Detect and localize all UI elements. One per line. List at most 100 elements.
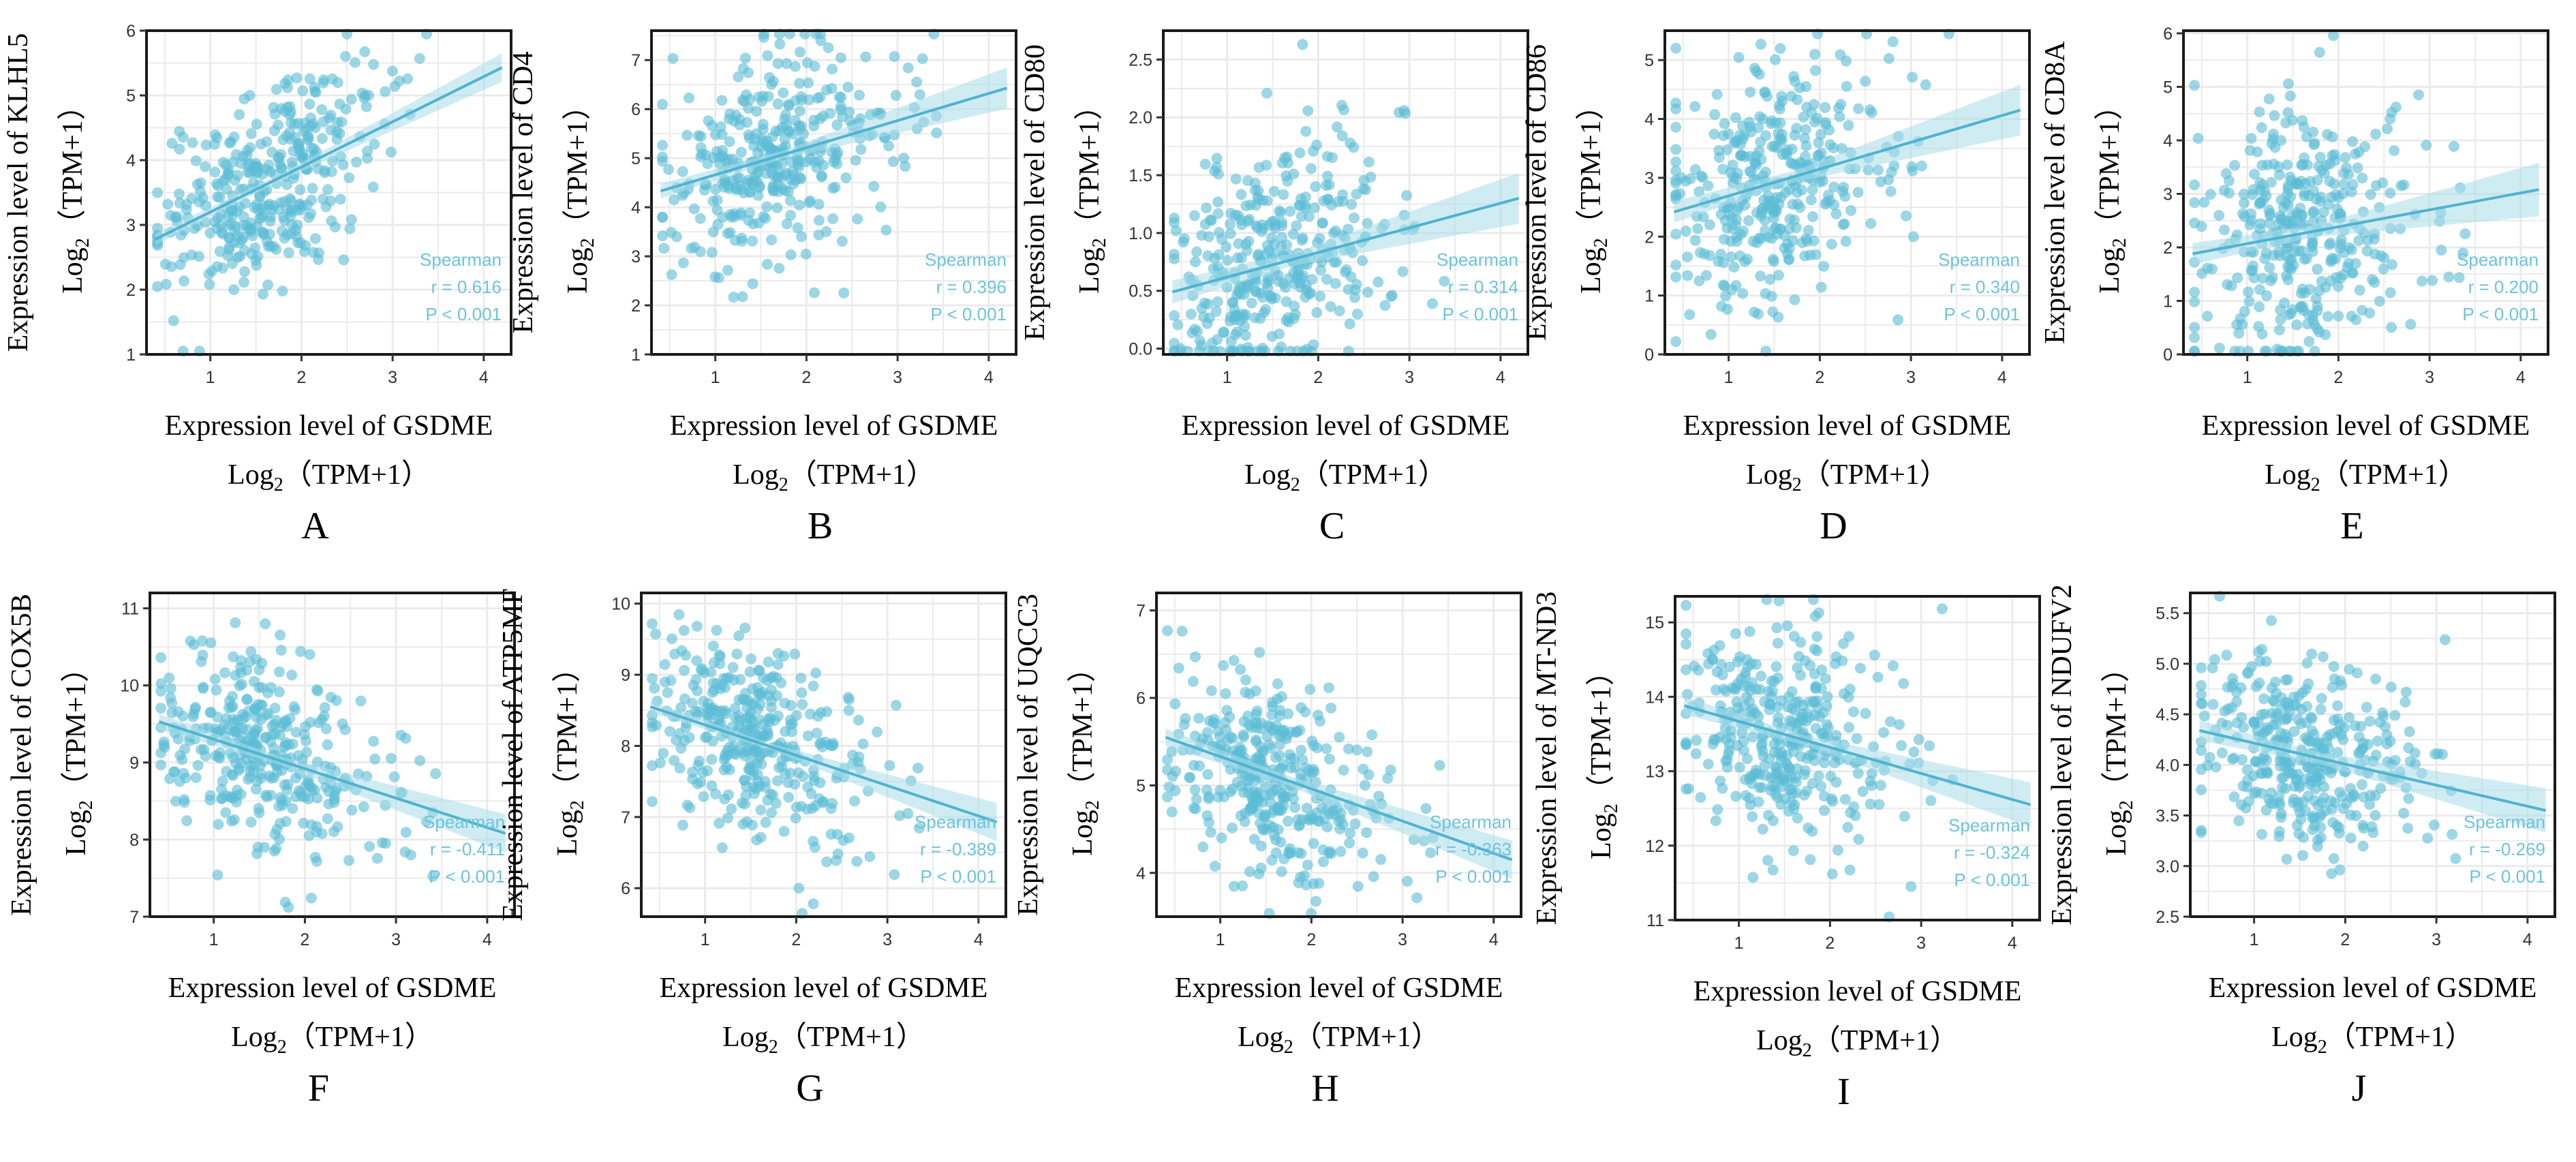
data-point xyxy=(1283,816,1294,827)
data-point xyxy=(1255,817,1266,829)
data-point xyxy=(1840,236,1852,247)
data-point xyxy=(1896,740,1907,751)
data-point xyxy=(752,703,763,715)
data-point xyxy=(1229,209,1241,221)
data-point xyxy=(2370,790,2381,801)
data-point xyxy=(323,112,335,124)
data-point xyxy=(1272,802,1284,814)
data-point xyxy=(2304,284,2316,295)
data-point xyxy=(2245,133,2257,144)
data-point xyxy=(726,211,737,223)
data-point xyxy=(331,694,342,706)
data-point xyxy=(1907,165,1918,177)
data-point xyxy=(1194,335,1206,347)
data-point xyxy=(1296,273,1308,284)
data-point xyxy=(1275,836,1287,848)
data-point xyxy=(1711,89,1723,100)
data-point xyxy=(2254,198,2265,210)
x-tick-label: 4 xyxy=(1496,368,1505,387)
data-point xyxy=(1670,228,1682,240)
regression-line xyxy=(2198,729,2547,812)
data-point xyxy=(1843,630,1855,642)
data-point xyxy=(371,853,383,864)
data-point xyxy=(2243,795,2254,807)
data-point xyxy=(1725,236,1736,247)
data-point xyxy=(2312,263,2323,275)
data-point xyxy=(2286,219,2297,230)
data-point xyxy=(735,207,747,219)
data-point xyxy=(1747,731,1758,743)
data-point xyxy=(793,767,804,778)
data-point xyxy=(2253,646,2264,658)
data-point xyxy=(2243,296,2255,307)
data-point xyxy=(251,260,262,271)
axis-ticks: 1 2 3 40.00.51.01.52.02.5 xyxy=(1129,50,1505,387)
data-point xyxy=(1338,104,1349,116)
x-axis-title: Expression level of GSDME xyxy=(2209,973,2537,1004)
data-point xyxy=(1203,312,1215,324)
data-point xyxy=(1250,276,1261,288)
data-point xyxy=(1830,776,1842,788)
data-point xyxy=(1759,760,1770,771)
x-tick-label: 3 xyxy=(1906,368,1916,387)
data-point xyxy=(746,653,757,664)
data-point xyxy=(1196,230,1208,241)
data-point xyxy=(1289,753,1300,764)
data-point xyxy=(747,819,758,831)
data-point xyxy=(1411,892,1423,904)
x-axis-unit: Log2（TPM+1） xyxy=(722,1022,925,1058)
y-axis-unit: Log2（TPM+1） xyxy=(2094,91,2130,294)
data-point xyxy=(1924,740,1935,752)
data-point xyxy=(2282,159,2293,170)
panel-d: 1 2 3 4 0 1 2 3 4 5 Spearman r = 0.340 P < 0.001 Expr… xyxy=(1521,0,2061,579)
data-point xyxy=(1766,290,1777,302)
y-tick-label: 3 xyxy=(2163,185,2173,204)
data-point xyxy=(2328,853,2340,864)
data-point xyxy=(760,213,771,224)
y-tick-label: 3.5 xyxy=(2156,807,2179,826)
data-point xyxy=(716,705,727,717)
data-point xyxy=(1323,682,1334,694)
data-point xyxy=(762,795,773,806)
data-point xyxy=(1348,142,1360,153)
data-point xyxy=(2302,791,2314,802)
data-point xyxy=(1178,236,1189,248)
data-point xyxy=(1872,164,1884,176)
data-point xyxy=(329,221,341,233)
data-point xyxy=(1775,117,1786,129)
data-point xyxy=(1792,812,1803,824)
data-point xyxy=(761,201,773,213)
data-point xyxy=(754,688,766,699)
data-point xyxy=(1680,226,1691,236)
data-point xyxy=(1736,150,1747,162)
y-tick-label: 11 xyxy=(121,600,139,619)
data-point xyxy=(1730,173,1742,185)
data-point xyxy=(2269,110,2280,121)
y-tick-label: 6 xyxy=(621,879,630,898)
data-point xyxy=(2314,151,2326,163)
data-point xyxy=(312,686,324,697)
data-point xyxy=(2398,179,2410,191)
x-tick-label: 3 xyxy=(2425,368,2434,387)
data-point xyxy=(1295,211,1307,222)
data-point xyxy=(808,771,820,782)
data-point xyxy=(2443,271,2455,283)
data-point xyxy=(2374,717,2386,728)
data-point xyxy=(1753,308,1764,320)
data-point xyxy=(1681,664,1692,675)
data-point xyxy=(772,710,784,722)
data-point xyxy=(284,193,296,204)
data-point xyxy=(669,754,680,766)
data-point xyxy=(728,675,739,686)
data-point xyxy=(2287,114,2298,126)
data-point xyxy=(1313,709,1323,721)
x-axis-unit: Log2（TPM+1） xyxy=(2265,459,2467,495)
data-point xyxy=(1323,179,1335,191)
data-point xyxy=(1872,671,1884,683)
data-point xyxy=(1310,181,1321,192)
data-point xyxy=(785,174,797,185)
data-point xyxy=(190,772,202,783)
data-point xyxy=(1281,170,1292,181)
